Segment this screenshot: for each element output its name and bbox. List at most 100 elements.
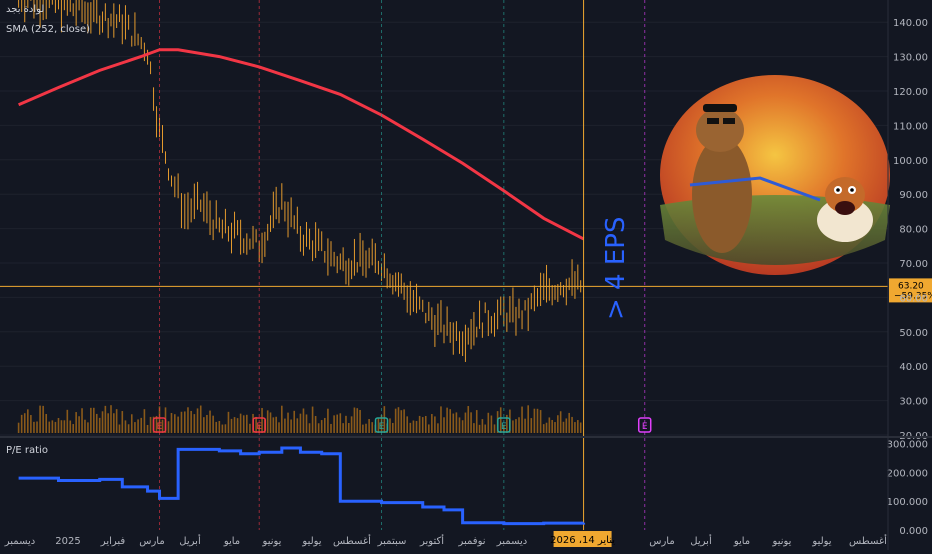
volume-bar — [377, 418, 380, 433]
volume-bar — [72, 424, 75, 433]
volume-bar — [261, 407, 263, 433]
volume-bar — [134, 422, 136, 433]
symbol-title[interactable]: لوادة بجد — [6, 4, 45, 15]
volume-bar — [23, 413, 26, 433]
volume-bar — [484, 424, 487, 433]
price-tick: 90.00 — [899, 190, 928, 201]
volume-bar — [347, 423, 350, 433]
volume-bar — [499, 407, 502, 433]
time-tick: مايو — [223, 536, 240, 547]
volume-bar — [242, 415, 245, 433]
pe-legend[interactable]: P/E ratio — [6, 445, 48, 456]
volume-bar — [409, 422, 412, 433]
volume-bar — [565, 418, 568, 433]
volume-bar — [311, 406, 314, 433]
time-tick: مايو — [733, 536, 750, 547]
volume-bar — [461, 420, 464, 433]
volume-bar — [368, 419, 370, 433]
volume-bar — [577, 420, 579, 433]
earnings-marker: E — [501, 422, 507, 432]
volume-bar — [287, 412, 289, 433]
volume-bar — [551, 419, 553, 433]
pe-tick: 200.000 — [887, 468, 928, 479]
time-tick: يونيو — [262, 536, 282, 547]
volume-bar — [51, 420, 54, 433]
sma-legend[interactable]: SMA (252, close) — [6, 24, 90, 35]
volume-bar — [296, 418, 299, 433]
volume-bar — [359, 409, 361, 433]
volume-bar — [458, 417, 461, 433]
volume-bar — [27, 409, 29, 433]
volume-bar — [424, 415, 427, 433]
volume-bar — [130, 414, 133, 433]
volume-bar — [431, 414, 433, 433]
volume-bar — [90, 407, 92, 433]
eps-annotation: > 4 EPS — [601, 217, 631, 320]
volume-bar — [87, 422, 89, 433]
volume-bar — [20, 414, 23, 433]
volume-bar — [320, 420, 323, 433]
earnings-marker: E — [157, 422, 163, 432]
pe-tick: 300.000 — [887, 440, 928, 451]
volume-bar — [365, 423, 367, 433]
volume-bar — [187, 407, 189, 433]
sma-path — [18, 48, 585, 241]
volume-bar — [215, 421, 218, 433]
volume-bar — [579, 422, 582, 433]
pe-tick: 100.000 — [887, 497, 928, 508]
volume-bar — [418, 415, 421, 433]
volume-bar — [512, 420, 514, 433]
sma-line[interactable] — [18, 48, 585, 241]
volume-bar — [224, 424, 227, 433]
volume-bar — [330, 423, 332, 433]
volume-bar — [272, 417, 275, 433]
pe-ratio-line[interactable] — [18, 446, 586, 526]
volume-bar — [66, 409, 69, 433]
volume-bar — [84, 419, 86, 433]
volume-bar — [539, 410, 542, 433]
price-change-label: −59.35% — [894, 291, 932, 301]
earnings-marker: E — [379, 422, 385, 432]
volume-bar — [533, 408, 536, 433]
volume-bar — [281, 405, 283, 433]
pe-path — [18, 446, 586, 526]
time-tick: يونيو — [772, 536, 792, 547]
volume-bar — [559, 411, 562, 433]
volume-bar — [421, 417, 424, 433]
volume-bar — [464, 412, 467, 433]
volume-bar — [249, 423, 251, 433]
price-tick: 100.00 — [893, 156, 928, 167]
price-candles[interactable] — [18, 0, 582, 362]
time-tick: أغسطس — [333, 534, 371, 547]
earnings-marker: E — [642, 422, 648, 432]
volume-bar — [63, 420, 66, 433]
volume-bar — [536, 408, 539, 433]
volume-bar — [333, 415, 335, 433]
volume-bar — [149, 416, 152, 433]
volume-bar — [562, 421, 565, 433]
volume-bar — [170, 412, 173, 433]
volume-bar — [227, 411, 230, 433]
volume-bar — [284, 418, 286, 433]
price-tick: 110.00 — [893, 121, 928, 132]
volume-bar — [60, 420, 63, 433]
volume-bar — [412, 420, 415, 433]
time-tick: أبريل — [690, 534, 712, 547]
volume-bar — [107, 413, 109, 433]
volume-bar — [521, 406, 523, 433]
earnings-marker-box — [637, 417, 652, 433]
volume-bar — [124, 420, 127, 433]
time-tick: ديسمبر — [496, 536, 527, 547]
volume-bar — [42, 405, 44, 433]
volume-bar — [127, 424, 130, 433]
volume-bar — [356, 408, 359, 433]
date-label-bg — [553, 531, 612, 547]
volume-bar — [104, 405, 107, 433]
volume-bar — [33, 421, 35, 433]
time-tick: ديسمبر — [4, 536, 35, 547]
volume-bar — [30, 415, 32, 433]
volume-bar — [293, 410, 296, 433]
